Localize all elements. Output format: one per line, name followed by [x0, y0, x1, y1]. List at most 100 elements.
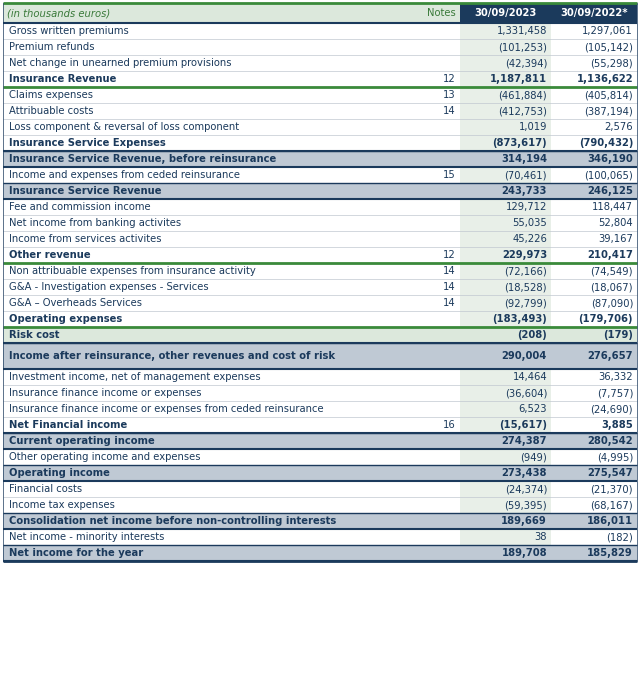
- Bar: [460, 183, 551, 199]
- Bar: [460, 39, 551, 55]
- Text: 273,438: 273,438: [502, 468, 547, 478]
- Bar: [460, 545, 551, 561]
- Bar: [3, 327, 460, 343]
- Bar: [460, 385, 551, 401]
- Bar: [551, 545, 637, 561]
- Bar: [3, 167, 460, 183]
- Bar: [551, 417, 637, 433]
- Text: (24,690): (24,690): [591, 404, 633, 414]
- Bar: [3, 247, 460, 263]
- Text: Net income from banking activites: Net income from banking activites: [9, 218, 181, 228]
- Bar: [551, 247, 637, 263]
- Text: 243,733: 243,733: [502, 186, 547, 196]
- Bar: [3, 71, 460, 87]
- Text: (100,065): (100,065): [584, 170, 633, 180]
- Text: Premium refunds: Premium refunds: [9, 42, 95, 52]
- Text: (24,374): (24,374): [504, 484, 547, 494]
- Bar: [460, 55, 551, 71]
- Bar: [551, 55, 637, 71]
- Text: 6,523: 6,523: [518, 404, 547, 414]
- Bar: [551, 119, 637, 135]
- Text: Insurance Revenue: Insurance Revenue: [9, 74, 116, 84]
- Text: 52,804: 52,804: [598, 218, 633, 228]
- Text: (92,799): (92,799): [504, 298, 547, 308]
- Bar: [3, 23, 460, 39]
- Bar: [460, 103, 551, 119]
- Text: 14: 14: [444, 266, 456, 276]
- Text: 1,019: 1,019: [518, 122, 547, 132]
- Text: (179): (179): [603, 330, 633, 340]
- Bar: [551, 231, 637, 247]
- Bar: [551, 199, 637, 215]
- Bar: [460, 417, 551, 433]
- Text: 185,829: 185,829: [588, 548, 633, 558]
- Bar: [460, 465, 551, 481]
- Text: (179,706): (179,706): [579, 314, 633, 324]
- Bar: [3, 513, 460, 529]
- Text: (72,166): (72,166): [504, 266, 547, 276]
- Text: Non attribuable expenses from insurance activity: Non attribuable expenses from insurance …: [9, 266, 256, 276]
- Text: Investment income, net of management expenses: Investment income, net of management exp…: [9, 372, 260, 382]
- Bar: [551, 401, 637, 417]
- Bar: [551, 369, 637, 385]
- Bar: [3, 39, 460, 55]
- Text: (101,253): (101,253): [498, 42, 547, 52]
- Bar: [551, 385, 637, 401]
- Text: 246,125: 246,125: [587, 186, 633, 196]
- Bar: [3, 231, 460, 247]
- Text: (4,995): (4,995): [596, 452, 633, 462]
- Text: Fee and commission income: Fee and commission income: [9, 202, 150, 212]
- Text: Other operating income and expenses: Other operating income and expenses: [9, 452, 200, 462]
- Bar: [3, 135, 460, 151]
- Text: (873,617): (873,617): [492, 138, 547, 148]
- Bar: [3, 199, 460, 215]
- Text: 30/09/2022*: 30/09/2022*: [560, 8, 628, 18]
- Text: Net Financial income: Net Financial income: [9, 420, 127, 430]
- Bar: [3, 369, 460, 385]
- Text: Net income - minority interests: Net income - minority interests: [9, 532, 164, 542]
- Text: Income tax expenses: Income tax expenses: [9, 500, 115, 510]
- Bar: [460, 151, 551, 167]
- Bar: [3, 119, 460, 135]
- Text: (182): (182): [606, 532, 633, 542]
- Bar: [460, 369, 551, 385]
- Bar: [3, 3, 460, 23]
- Text: 14: 14: [444, 282, 456, 292]
- Bar: [460, 23, 551, 39]
- Bar: [460, 71, 551, 87]
- Bar: [551, 449, 637, 465]
- Bar: [551, 529, 637, 545]
- Text: G&A - Investigation expenses - Services: G&A - Investigation expenses - Services: [9, 282, 209, 292]
- Bar: [3, 311, 460, 327]
- Text: Risk cost: Risk cost: [9, 330, 60, 340]
- Bar: [551, 103, 637, 119]
- Bar: [460, 263, 551, 279]
- Bar: [551, 39, 637, 55]
- Bar: [3, 481, 460, 497]
- Text: 276,657: 276,657: [588, 351, 633, 361]
- Bar: [3, 401, 460, 417]
- Bar: [460, 279, 551, 295]
- Text: Insurance finance income or expenses: Insurance finance income or expenses: [9, 388, 202, 398]
- Text: (412,753): (412,753): [498, 106, 547, 116]
- Bar: [460, 135, 551, 151]
- Text: 275,547: 275,547: [588, 468, 633, 478]
- Bar: [460, 401, 551, 417]
- Text: Consolidation net income before non-controlling interests: Consolidation net income before non-cont…: [9, 516, 336, 526]
- Bar: [3, 279, 460, 295]
- Text: 12: 12: [444, 74, 456, 84]
- Text: 30/09/2023: 30/09/2023: [474, 8, 536, 18]
- Bar: [3, 263, 460, 279]
- Text: 55,035: 55,035: [512, 218, 547, 228]
- Text: 12: 12: [444, 250, 456, 260]
- Text: 280,542: 280,542: [588, 436, 633, 446]
- Text: (790,432): (790,432): [579, 138, 633, 148]
- Bar: [460, 199, 551, 215]
- Text: 189,708: 189,708: [501, 548, 547, 558]
- Bar: [551, 513, 637, 529]
- Text: (208): (208): [517, 330, 547, 340]
- Bar: [3, 87, 460, 103]
- Text: 1,297,061: 1,297,061: [582, 26, 633, 36]
- Bar: [551, 151, 637, 167]
- Text: Income and expenses from ceded reinsurance: Income and expenses from ceded reinsuran…: [9, 170, 240, 180]
